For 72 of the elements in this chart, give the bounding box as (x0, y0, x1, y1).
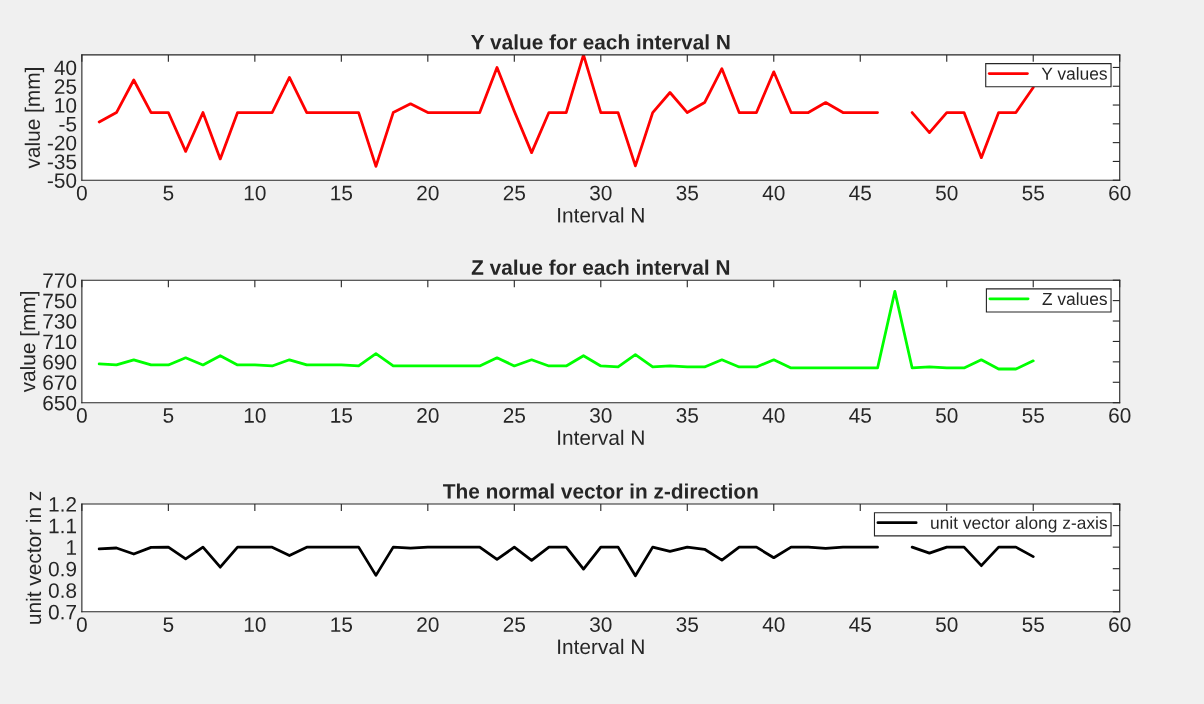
y-tick-label: 770 (43, 273, 77, 288)
x-tick-label: 40 (762, 617, 785, 632)
x-tick-label: 0 (76, 185, 87, 201)
y-tick-label: -50 (47, 173, 77, 188)
x-tick-label: 55 (1022, 408, 1044, 423)
x-tick-label: 55 (1022, 617, 1044, 632)
x-axis-title: Interval N (558, 638, 644, 655)
x-axis-title: Interval N (558, 207, 644, 223)
x-tick-label: 50 (935, 408, 958, 423)
y-axis-title: value [mm] (24, 68, 45, 169)
chart-title: Y value for each interval N (471, 34, 730, 50)
y-axis-title: unit vector in z (25, 491, 42, 624)
x-tick-label: 25 (503, 185, 526, 201)
chart-title: The normal vector in z-direction (443, 483, 758, 499)
y-tick-label: 1.1 (49, 518, 76, 534)
x-tick-label: 40 (762, 408, 785, 423)
x-tick-label: 60 (1109, 408, 1131, 423)
x-tick-label: 25 (503, 408, 526, 423)
x-axis-title: Interval N (558, 429, 644, 446)
x-tick-label: 10 (244, 408, 266, 423)
x-tick-label: 35 (676, 185, 698, 201)
x-tick-label: 5 (163, 408, 174, 423)
x-tick-label: 30 (590, 408, 612, 423)
y-tick-label: 0.9 (48, 561, 77, 577)
y-tick-label: 1 (67, 540, 76, 555)
x-tick-label: 15 (331, 185, 353, 201)
y-tick-label: 710 (43, 334, 77, 350)
x-tick-label: 60 (1109, 185, 1131, 201)
x-tick-label: 45 (849, 408, 871, 423)
y-tick-label: -35 (47, 154, 77, 170)
x-tick-label: 10 (244, 185, 266, 201)
y-tick-label: 40 (54, 60, 77, 76)
legend-label: Y values (1041, 67, 1107, 80)
x-tick-label: 30 (590, 617, 612, 632)
x-tick-label: 0 (76, 408, 87, 423)
x-tick-label: 45 (849, 617, 871, 632)
x-tick-label: 50 (935, 185, 958, 201)
y-tick-label: -20 (47, 135, 77, 151)
y-tick-label: 690 (43, 354, 77, 370)
x-tick-label: 50 (935, 617, 958, 632)
x-tick-label: 5 (163, 617, 174, 632)
y-tick-label: -5 (59, 117, 77, 132)
line-series (97, 290, 1035, 371)
y-tick-label: 10 (55, 98, 77, 113)
x-tick-label: 60 (1109, 617, 1131, 632)
x-tick-label: 25 (503, 617, 526, 632)
y-tick-label: 1.2 (49, 497, 76, 512)
y-tick-label: 670 (43, 375, 77, 391)
x-tick-label: 5 (163, 185, 174, 201)
legend-label: Z values (1042, 292, 1107, 306)
x-tick-label: 20 (417, 408, 439, 423)
x-tick-label: 35 (676, 408, 698, 423)
y-tick-label: 0.8 (48, 583, 77, 598)
x-tick-label: 40 (762, 185, 785, 201)
x-tick-label: 15 (331, 408, 353, 423)
y-tick-label: 730 (43, 314, 77, 329)
y-tick-label: 650 (43, 395, 77, 411)
x-tick-label: 35 (676, 617, 698, 632)
x-tick-label: 20 (417, 617, 439, 632)
x-tick-label: 20 (417, 185, 439, 201)
legend-label: unit vector along z-axis (931, 516, 1107, 533)
x-tick-label: 30 (590, 185, 612, 201)
x-tick-label: 0 (76, 617, 87, 632)
chart-title: Z value for each interval N (471, 259, 730, 275)
x-tick-label: 15 (331, 617, 353, 632)
y-tick-label: 750 (43, 293, 77, 309)
y-tick-label: 0.7 (48, 604, 76, 620)
y-axis-title: value [mm] (20, 291, 40, 393)
x-tick-label: 10 (244, 617, 266, 632)
x-tick-label: 55 (1022, 185, 1044, 201)
x-tick-label: 45 (849, 185, 871, 201)
y-tick-label: 25 (54, 79, 77, 94)
